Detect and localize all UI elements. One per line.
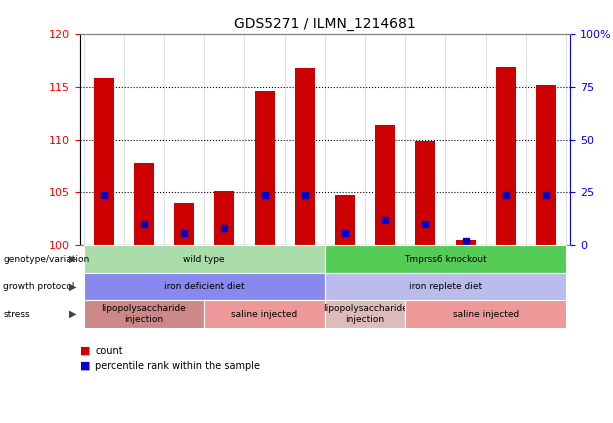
Text: ■: ■ [80,361,90,371]
Text: stress: stress [3,310,29,319]
Text: ■: ■ [80,346,90,356]
Text: saline injected: saline injected [232,310,298,319]
Bar [215,191,234,245]
Text: lipopolysaccharide
injection: lipopolysaccharide injection [322,305,408,324]
Bar [134,163,154,245]
Text: lipopolysaccharide
injection: lipopolysaccharide injection [102,305,186,324]
Bar [375,125,395,245]
Bar [496,66,516,245]
Bar [455,240,476,245]
Text: Tmprss6 knockout: Tmprss6 knockout [404,255,487,264]
Text: ▶: ▶ [69,282,77,291]
Text: genotype/variation: genotype/variation [3,255,89,264]
Text: iron deficient diet: iron deficient diet [164,282,245,291]
Bar [254,91,275,245]
Bar [335,195,355,245]
Title: GDS5271 / ILMN_1214681: GDS5271 / ILMN_1214681 [234,17,416,31]
Bar [536,85,556,245]
Bar [416,140,435,245]
Text: saline injected: saline injected [452,310,519,319]
Bar [174,203,194,245]
Bar [94,78,114,245]
Text: growth protocol: growth protocol [3,282,74,291]
Text: count: count [95,346,123,356]
Text: wild type: wild type [183,255,225,264]
Text: ▶: ▶ [69,309,77,319]
Text: ▶: ▶ [69,254,77,264]
Bar [295,68,315,245]
Text: iron replete diet: iron replete diet [409,282,482,291]
Text: percentile rank within the sample: percentile rank within the sample [95,361,260,371]
